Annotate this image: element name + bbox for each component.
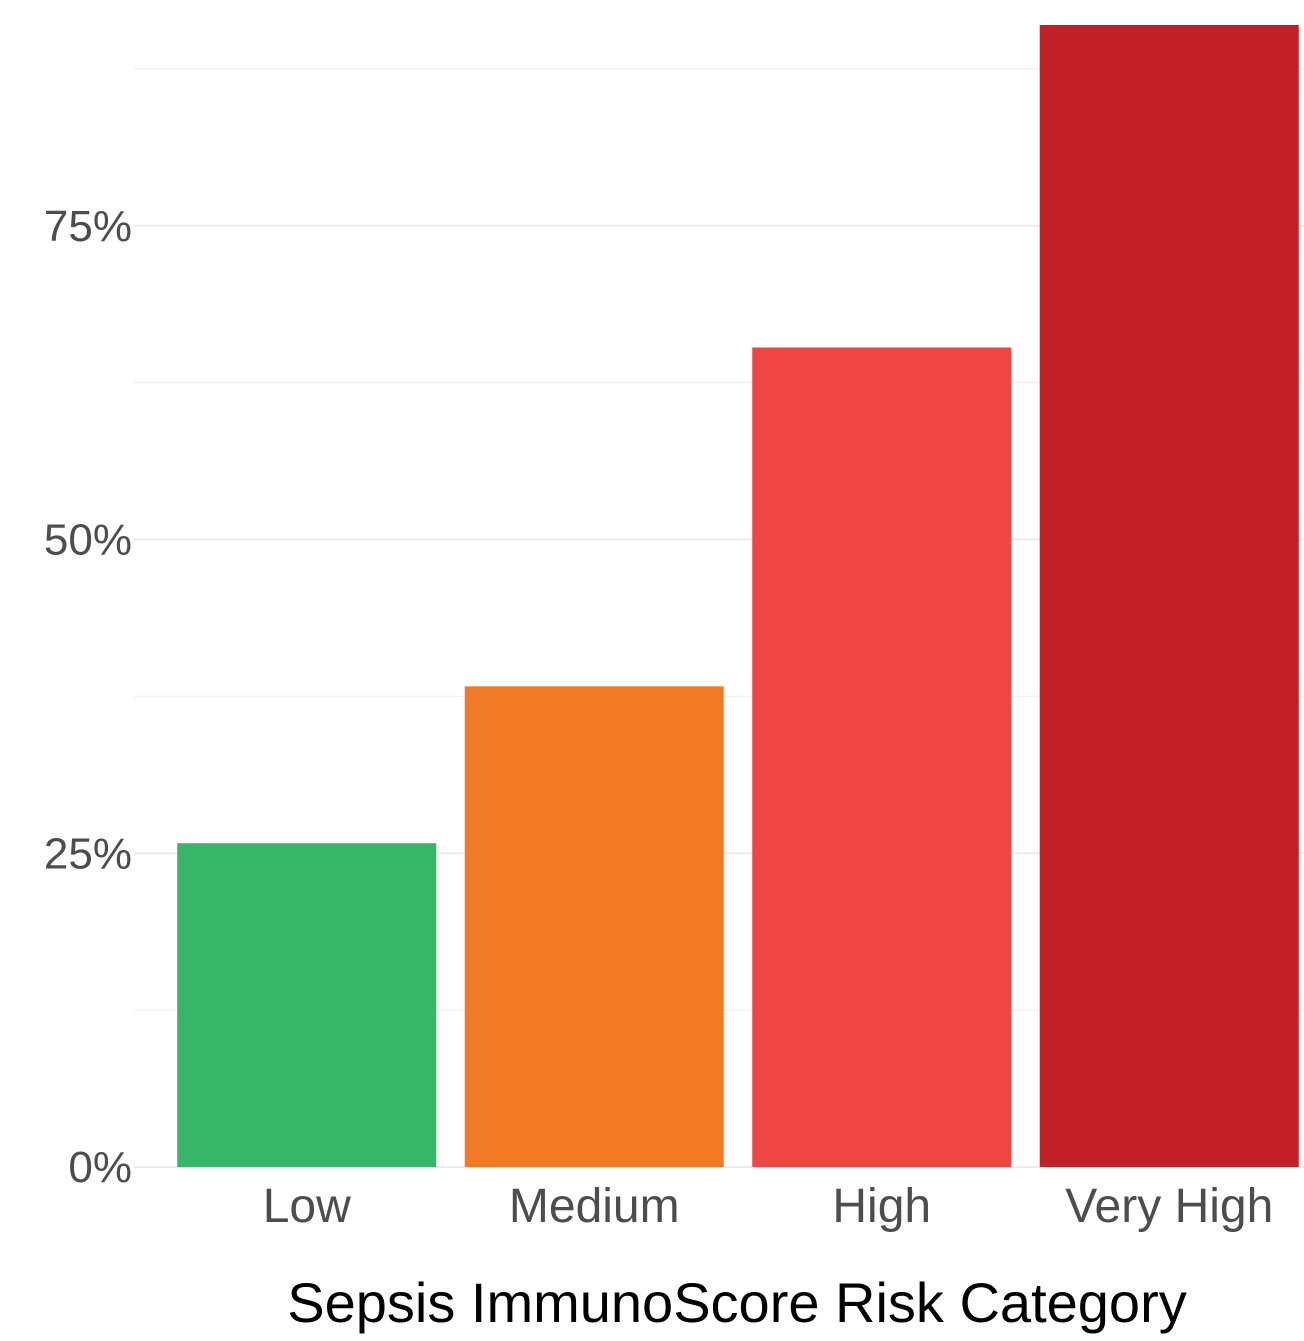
x-tick-label-very-high: Very High [1065, 1180, 1273, 1233]
bar-high [752, 347, 1012, 1167]
y-axis-tick-labels: 0% 25% 50% 75% [44, 202, 132, 1192]
x-axis-tick-labels: Low Medium High Very High [263, 1180, 1274, 1233]
y-tick-label: 0% [68, 1143, 132, 1192]
bar-very-high [1039, 24, 1299, 1168]
bar-low [177, 843, 437, 1167]
bars [177, 24, 1299, 1168]
x-axis-title: Sepsis ImmunoScore Risk Category [287, 1271, 1186, 1334]
y-tick-label: 25% [44, 829, 132, 878]
bar-medium [464, 686, 724, 1167]
x-tick-label-medium: Medium [509, 1180, 680, 1233]
x-tick-label-low: Low [263, 1180, 351, 1233]
y-tick-label: 75% [44, 202, 132, 251]
x-tick-label-high: High [832, 1180, 931, 1233]
y-tick-label: 50% [44, 516, 132, 565]
